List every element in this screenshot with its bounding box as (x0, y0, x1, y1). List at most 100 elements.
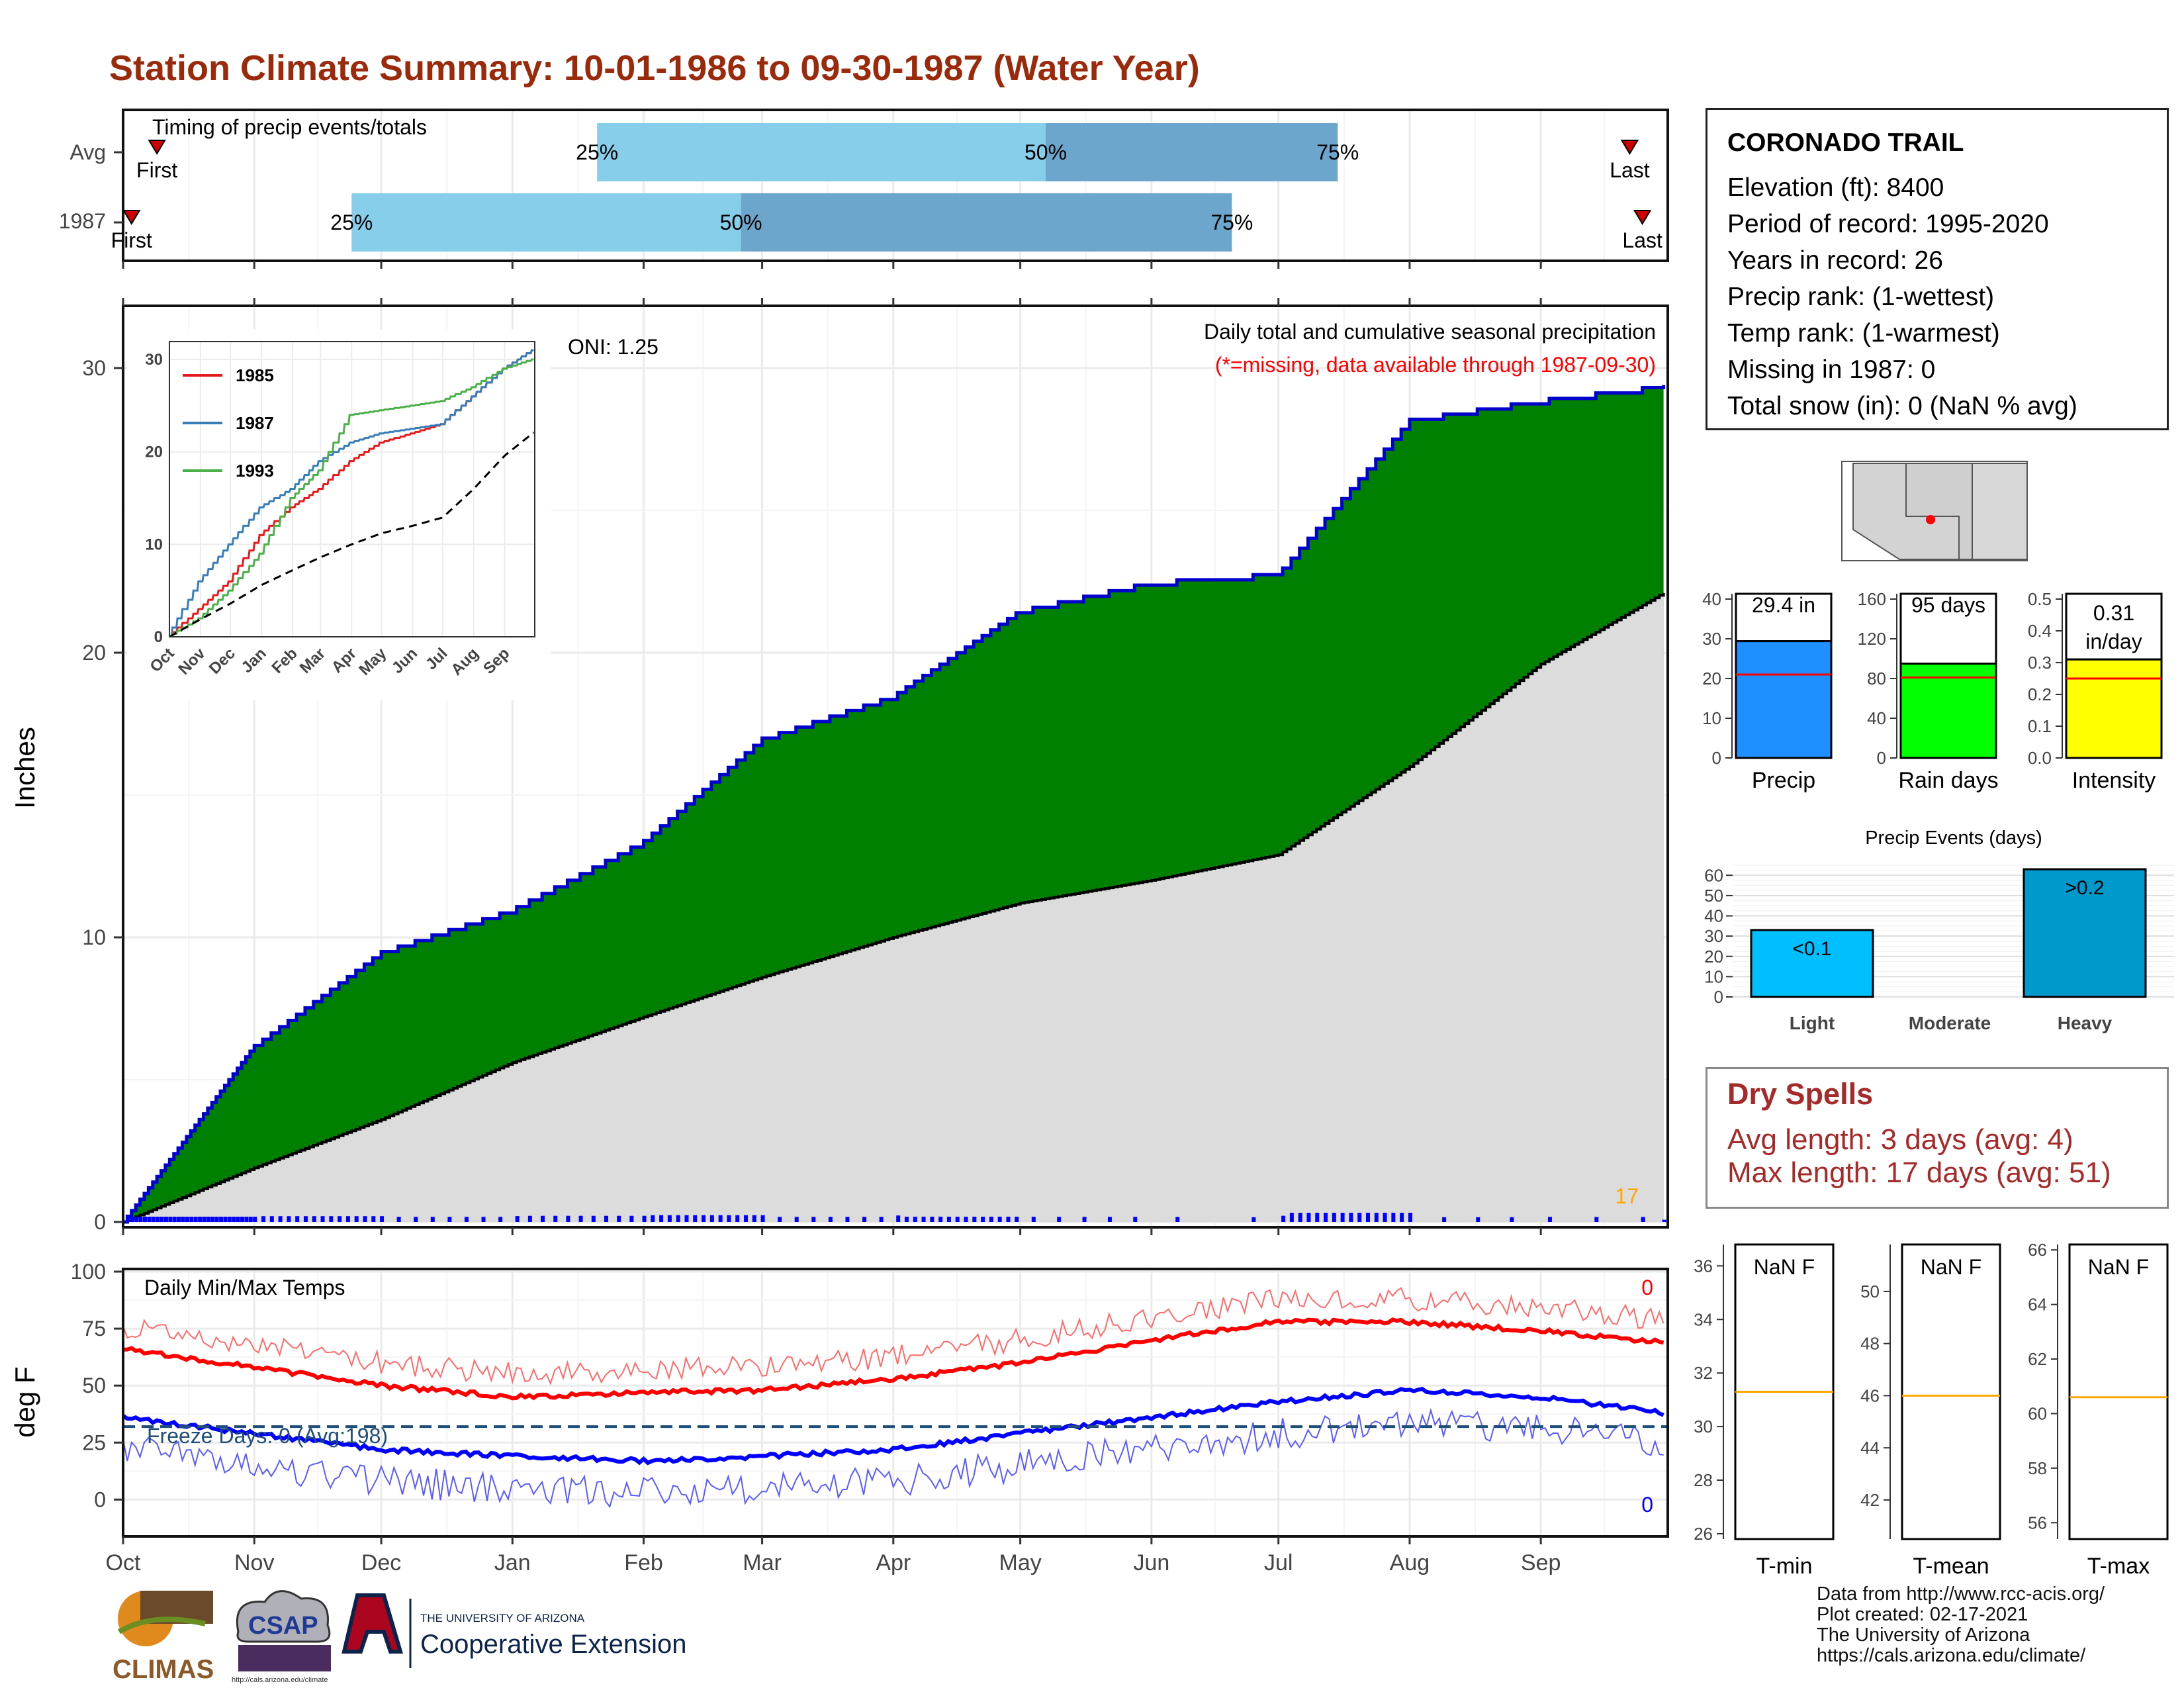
daily-precip-bar (1251, 1217, 1256, 1222)
timing-quantile-label: 25% (576, 140, 618, 164)
daily-precip-bar (1340, 1213, 1345, 1222)
daily-precip-bar (718, 1215, 723, 1222)
temp-box-tick-label: 50 (1860, 1282, 1880, 1301)
inset-series-line (169, 349, 534, 637)
temp-box-label: T-max (2087, 1554, 2150, 1579)
daily-precip-bar (896, 1215, 901, 1222)
inset-y-tick-label: 10 (145, 536, 163, 553)
station-elevation: Elevation (ft): 8400 (1727, 173, 1944, 202)
temp-y-tick-label: 0 (94, 1487, 106, 1511)
station-missing: Missing in 1987: 0 (1727, 355, 1936, 384)
inset-series-line (169, 358, 534, 637)
precip-panel-title: Daily total and cumulative seasonal prec… (1204, 320, 1656, 344)
timing-quantile-label: 25% (330, 211, 373, 234)
daily-precip-bar (566, 1215, 570, 1222)
timing-quantile-label: 75% (1316, 140, 1359, 164)
daily-precip-bar (236, 1217, 240, 1222)
credit-data-source: Data from http://www.rcc-acis.org/ (1817, 1583, 2105, 1605)
daily-precip-bar (735, 1215, 740, 1222)
daily-precip-bar (1391, 1213, 1396, 1222)
summary-bar-value-box (2065, 592, 2163, 661)
daily-precip-bar (138, 1217, 143, 1222)
temp-box-tick-label: 66 (2028, 1240, 2047, 1260)
summary-bar-tick-label: 0.0 (2028, 748, 2052, 768)
daily-precip-bar (244, 1217, 249, 1222)
daily-precip-bar (498, 1217, 503, 1222)
daily-precip-bar (1324, 1213, 1328, 1222)
month-label: Mar (743, 1550, 782, 1575)
daily-precip-bar (320, 1216, 325, 1222)
daily-precip-bar (1015, 1217, 1019, 1222)
temp-panel: 0 25 50 75 100 Daily Min/Max Temps Freeze Da… (9, 1260, 1669, 1575)
temp-summary-box: 56 58 60 62 64 66 NaN F T-max (2028, 1240, 2169, 1579)
month-label: Jun (1133, 1550, 1169, 1575)
daily-precip-bar (1298, 1213, 1302, 1222)
daily-precip-bar (303, 1216, 308, 1222)
daily-precip-bar (185, 1217, 189, 1222)
month-label: Jul (1264, 1550, 1293, 1575)
daily-precip-bar (181, 1217, 185, 1222)
daily-precip-bar (1306, 1213, 1311, 1222)
daily-precip-bar (371, 1216, 376, 1222)
daily-precip-bar (261, 1216, 266, 1222)
daily-precip-bar (794, 1217, 799, 1222)
daily-precip-bar (1175, 1217, 1180, 1222)
daily-precip-bar (828, 1217, 833, 1222)
climas-logo[interactable]: CLIMAS (113, 1591, 214, 1684)
timing-frame (122, 109, 1669, 262)
summary-bar-label: Precip (1752, 768, 1815, 793)
daily-precip-bar (214, 1217, 219, 1222)
daily-precip-bar (997, 1217, 1002, 1222)
ua-small-text: THE UNIVERSITY OF ARIZONA (420, 1612, 585, 1624)
daily-precip-bar (667, 1215, 672, 1222)
temp-frame (122, 1268, 1669, 1538)
summary-bar-tick-label: 80 (1867, 669, 1886, 688)
daily-precip-bar (578, 1215, 583, 1222)
climas-logo-text: CLIMAS (113, 1655, 214, 1684)
station-snow: Total snow (in): 0 (NaN % avg) (1727, 392, 2077, 420)
csap-logo[interactable]: CSAP http://cals.arizona.edu/climate (232, 1590, 331, 1684)
timing-first-label: First (136, 158, 177, 182)
temp-box-tick-label: 26 (1694, 1524, 1713, 1544)
events-tick-label: 50 (1704, 886, 1723, 906)
daily-precip-bar (1400, 1213, 1404, 1222)
daily-precip-bar (142, 1217, 147, 1222)
ua-logo[interactable]: THE UNIVERSITY OF ARIZONA Cooperative Ex… (341, 1593, 686, 1668)
daily-precip-bar (151, 1217, 156, 1222)
month-label: Jan (494, 1550, 531, 1575)
temp-box-value: NaN F (2088, 1255, 2149, 1279)
events-bar-label: <0.1 (1792, 938, 1831, 960)
daily-precip-bar (778, 1217, 782, 1222)
temp-y-label: deg F (9, 1366, 40, 1437)
tmin-count: 0 (1641, 1493, 1653, 1517)
inset-legend-label: 1987 (236, 413, 274, 433)
daily-precip-bar (219, 1217, 224, 1222)
daily-precip-bar (481, 1217, 486, 1222)
timing-title: Timing of precip events/totals (152, 115, 427, 139)
summary-bar-chart: 0 40 80 120 160 95 days Rain days (1858, 589, 1999, 793)
temp-box-tick-label: 32 (1694, 1363, 1713, 1383)
daily-precip-bar (295, 1216, 300, 1222)
daily-precip-bar (1383, 1213, 1387, 1222)
daily-precip-bar (676, 1215, 680, 1222)
daily-precip-bar (964, 1217, 968, 1222)
summary-bar-tick-label: 0 (1712, 748, 1721, 768)
daily-precip-bar (380, 1216, 385, 1222)
precip-panel: 0 10 20 30 Daily total and cumulative seaso… (9, 261, 1669, 1235)
dry-spells-box: Dry Spells Avg length: 3 days (avg: 4) M… (1706, 1067, 2169, 1209)
daily-precip-bar (879, 1217, 884, 1222)
inset-y-tick-label: 30 (145, 351, 163, 369)
daily-precip-bar (930, 1217, 934, 1222)
summary-bar-tick-label: 0.3 (2028, 653, 2052, 673)
daily-precip-bar (189, 1217, 194, 1222)
temp-box-value: NaN F (1921, 1255, 1981, 1279)
daily-precip-bar (447, 1217, 452, 1222)
daily-precip-bar (527, 1215, 532, 1222)
daily-precip-bar (253, 1217, 257, 1222)
csap-url: http://cals.arizona.edu/climate (232, 1676, 328, 1684)
daily-precip-bar (981, 1217, 985, 1222)
timing-quantile-label: 75% (1210, 211, 1253, 234)
summary-bar (2065, 658, 2163, 759)
summary-bar-value-text: 0.31 (2093, 601, 2134, 625)
daily-precip-bar (913, 1217, 917, 1222)
